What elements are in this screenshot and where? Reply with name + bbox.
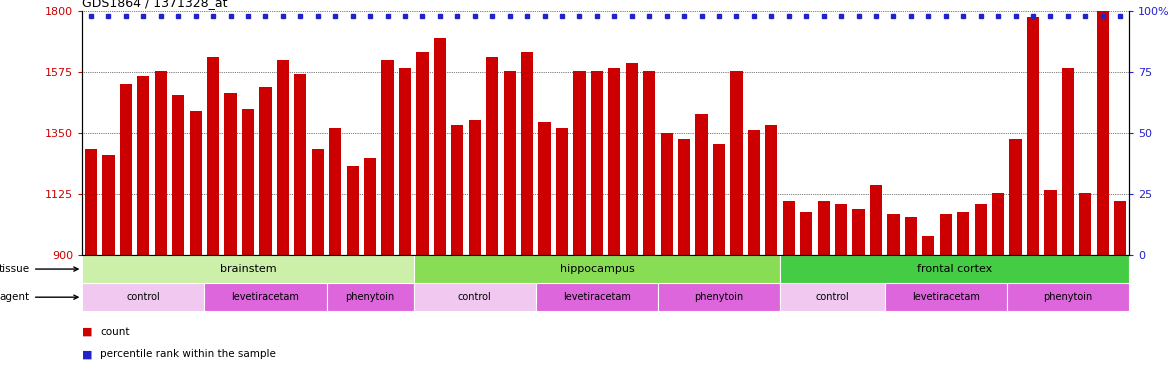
Bar — [904, 217, 917, 255]
Bar — [276, 60, 289, 255]
Text: brainstem: brainstem — [220, 264, 276, 274]
Bar — [82, 255, 414, 283]
Bar — [590, 71, 603, 255]
Bar — [536, 283, 659, 311]
Text: control: control — [457, 292, 492, 302]
Bar — [766, 125, 777, 255]
Bar — [416, 52, 428, 255]
Bar — [381, 60, 394, 255]
Bar — [643, 71, 655, 255]
Bar — [626, 63, 637, 255]
Bar — [957, 211, 969, 255]
Bar — [1009, 138, 1022, 255]
Text: GDS1864 / 1371328_at: GDS1864 / 1371328_at — [82, 0, 228, 9]
Bar — [452, 125, 463, 255]
Bar — [713, 144, 726, 255]
Bar — [608, 68, 621, 255]
Text: frontal cortex: frontal cortex — [917, 264, 993, 274]
Bar — [469, 120, 481, 255]
Bar — [327, 283, 414, 311]
Bar — [780, 283, 884, 311]
Text: control: control — [127, 292, 160, 302]
Bar — [434, 38, 446, 255]
Bar — [1044, 190, 1056, 255]
Bar — [120, 84, 132, 255]
Bar — [414, 255, 780, 283]
Bar — [783, 201, 795, 255]
Text: count: count — [100, 327, 129, 337]
Bar — [884, 283, 1007, 311]
Bar — [659, 283, 780, 311]
Text: levetiracetam: levetiracetam — [911, 292, 980, 302]
Bar — [1114, 201, 1127, 255]
Bar — [940, 214, 951, 255]
Bar — [102, 155, 114, 255]
Bar — [800, 211, 813, 255]
Bar — [993, 193, 1004, 255]
Text: phenytoin: phenytoin — [1043, 292, 1093, 302]
Bar — [679, 138, 690, 255]
Bar — [1080, 193, 1091, 255]
Text: phenytoin: phenytoin — [346, 292, 395, 302]
Bar — [260, 87, 272, 255]
Bar — [1027, 16, 1040, 255]
Bar — [922, 236, 935, 255]
Bar — [780, 255, 1129, 283]
Bar — [347, 166, 359, 255]
Text: control: control — [815, 292, 849, 302]
Bar — [205, 283, 327, 311]
Text: agent: agent — [0, 292, 78, 302]
Bar — [521, 52, 533, 255]
Bar — [225, 93, 236, 255]
Text: ■: ■ — [82, 327, 96, 337]
Bar — [574, 71, 586, 255]
Bar — [695, 114, 708, 255]
Bar — [329, 128, 341, 255]
Bar — [835, 204, 847, 255]
Bar — [189, 111, 202, 255]
Bar — [85, 149, 98, 255]
Bar — [172, 95, 185, 255]
Bar — [1062, 68, 1074, 255]
Bar — [312, 149, 323, 255]
Bar — [539, 122, 550, 255]
Bar — [730, 71, 742, 255]
Bar — [155, 71, 167, 255]
Bar — [399, 68, 412, 255]
Bar — [817, 201, 830, 255]
Bar — [975, 204, 987, 255]
Text: phenytoin: phenytoin — [694, 292, 743, 302]
Text: ■: ■ — [82, 350, 96, 359]
Text: hippocampus: hippocampus — [560, 264, 634, 274]
Text: tissue: tissue — [0, 264, 78, 274]
Bar — [661, 133, 673, 255]
Bar — [853, 209, 864, 255]
Bar — [242, 109, 254, 255]
Bar — [503, 71, 516, 255]
Bar — [1007, 283, 1129, 311]
Bar — [748, 130, 760, 255]
Bar — [138, 76, 149, 255]
Bar — [365, 158, 376, 255]
Bar — [82, 283, 205, 311]
Text: percentile rank within the sample: percentile rank within the sample — [100, 350, 276, 359]
Bar — [294, 74, 307, 255]
Bar — [556, 128, 568, 255]
Text: levetiracetam: levetiracetam — [563, 292, 630, 302]
Bar — [207, 57, 219, 255]
Bar — [870, 184, 882, 255]
Bar — [1097, 11, 1109, 255]
Text: levetiracetam: levetiracetam — [232, 292, 300, 302]
Bar — [414, 283, 536, 311]
Bar — [888, 214, 900, 255]
Bar — [486, 57, 499, 255]
